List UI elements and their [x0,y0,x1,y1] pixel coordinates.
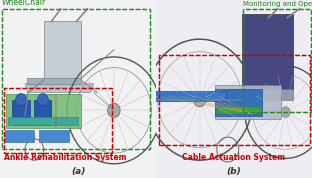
Polygon shape [12,100,30,125]
Polygon shape [25,84,94,93]
Text: (b): (b) [227,167,241,176]
Bar [243,9,311,112]
Bar [4,88,112,153]
Polygon shape [215,89,293,100]
Bar [2,9,150,149]
Polygon shape [5,130,34,142]
Polygon shape [215,85,281,119]
Text: Monitoring and Operating System: Monitoring and Operating System [243,1,312,7]
Polygon shape [44,21,81,80]
Polygon shape [242,14,293,89]
Polygon shape [148,91,226,101]
Circle shape [193,93,206,107]
Text: (a): (a) [71,167,85,176]
Text: Cable Actuation System: Cable Actuation System [183,153,285,162]
Circle shape [108,103,120,117]
Polygon shape [215,89,262,116]
Polygon shape [39,130,69,142]
Bar [159,55,310,145]
Polygon shape [217,107,261,114]
Polygon shape [6,94,81,128]
Polygon shape [8,117,78,125]
Text: WheelChair: WheelChair [2,0,46,7]
Polygon shape [27,78,81,84]
Polygon shape [34,100,51,125]
Circle shape [281,107,290,117]
Circle shape [37,93,48,106]
Text: Ankle Rehabilitation System: Ankle Rehabilitation System [4,153,126,162]
Circle shape [16,93,27,106]
